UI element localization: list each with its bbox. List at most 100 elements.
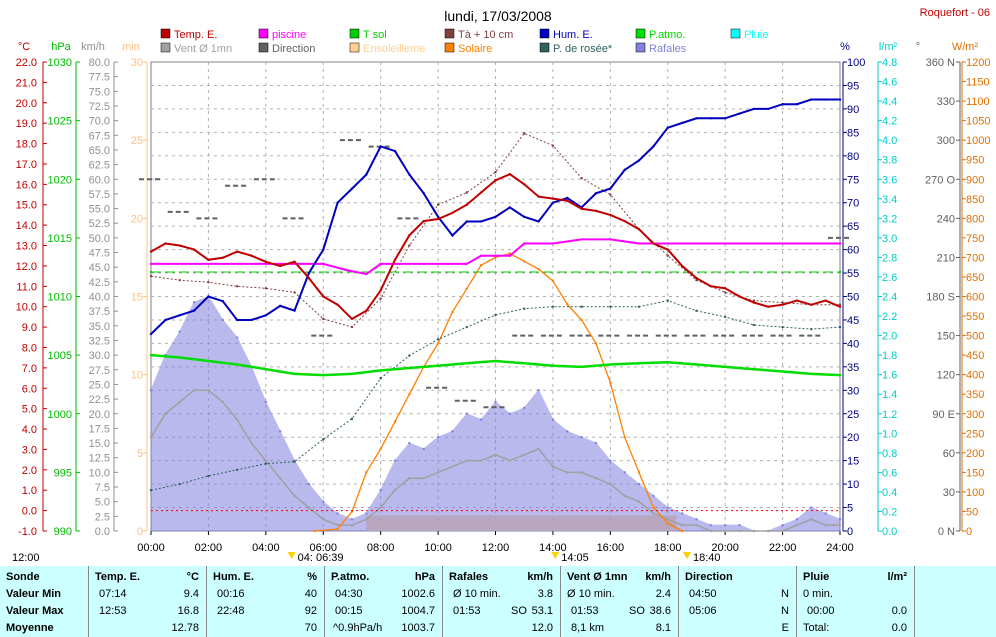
rafales-point [537, 389, 540, 392]
rafales-point [235, 336, 239, 339]
deg-axis-label: 180 S [926, 292, 955, 304]
piscine-point [149, 262, 153, 266]
kmh-axis-label: 32.5 [89, 335, 110, 347]
pct-axis-label: 85 [847, 127, 859, 139]
raf-max-time: 01:53 [453, 605, 481, 617]
temp-point [508, 172, 512, 176]
solaire-point [451, 310, 454, 314]
dir-min-value: N [781, 588, 789, 600]
kmh-axis-label: 20.0 [89, 409, 110, 421]
rafales-point [278, 430, 282, 433]
x-tick-label: 04:00 [252, 542, 280, 554]
lm2-axis-label: 3.2 [882, 213, 897, 225]
deg-axis-label: 360 N [926, 57, 955, 69]
rafales-point [422, 447, 425, 451]
hum-point [551, 201, 555, 204]
rosee-point [695, 309, 698, 312]
hpa-axis-label: 1030 [48, 57, 72, 69]
sun-marker-label: 04: 06:39 [298, 552, 344, 564]
ta10-point [781, 301, 784, 304]
temp-max-value: 16.8 [177, 605, 199, 617]
hpa-axis-label: 1010 [48, 292, 72, 304]
hum-point [422, 192, 425, 195]
lm2-axis-label: 2.6 [882, 272, 897, 284]
lm2-axis-label: 4.2 [882, 116, 897, 128]
piscine-point [365, 272, 368, 276]
vent-point [637, 500, 641, 503]
pluie-duration: 0 min. [803, 588, 833, 600]
hum-point [293, 309, 296, 312]
solaire-point [666, 521, 669, 525]
sun-marker-label: 18:40 [693, 552, 721, 564]
vent-point [695, 523, 698, 527]
vent-min-value: 2.4 [655, 588, 671, 600]
temp-point [623, 219, 626, 223]
kmh-axis-label: 17.5 [89, 423, 110, 435]
vent-point [680, 523, 684, 527]
vent-point [465, 459, 468, 462]
hdr-vent: Vent Ø 1mn [567, 571, 628, 583]
sun-marker-label: 14:05 [561, 552, 589, 564]
kmh-axis-label: 42.5 [89, 277, 110, 289]
temp-point [551, 197, 555, 200]
station-name: Roquefort - 06 [920, 7, 990, 19]
temp-point [436, 217, 440, 221]
temp-point [680, 264, 684, 268]
legend-label: Solaire [458, 43, 492, 55]
pct-axis-label: 30 [847, 385, 859, 397]
temp-point [781, 303, 784, 306]
wm2-axis-label: 800 [966, 213, 984, 225]
pct-axis-label: 25 [847, 409, 859, 421]
lm2-axis-label: 4.6 [882, 77, 897, 89]
vent-point [537, 447, 540, 451]
pct-axis-label: 75 [847, 174, 859, 186]
ta10-point [666, 254, 669, 257]
rafales-point [451, 430, 454, 433]
temp-point [336, 303, 339, 306]
legend-label: Temp. E. [174, 29, 217, 41]
ta10-point [695, 278, 698, 282]
pct-axis-label: 60 [847, 245, 859, 257]
pct-axis-label: 10 [847, 479, 859, 491]
rafales-point [408, 441, 411, 445]
col-patm: P.atmo. hPa 04:30 1002.6 00:15 1004.7 ^0… [324, 566, 443, 637]
solaire-point [408, 393, 411, 396]
hum-point [680, 121, 684, 125]
temp-point [422, 219, 425, 223]
temp-axis-unit: °C [18, 41, 30, 53]
patm-min-time: 04:30 [335, 588, 363, 600]
patm-point [379, 369, 382, 372]
lm2-axis-label: 1.2 [882, 409, 897, 421]
legend-swatch [444, 28, 455, 39]
patm-point [264, 367, 268, 371]
temp-axis-label: 14.0 [16, 220, 37, 232]
kmh-axis-unit: km/h [81, 41, 105, 53]
temp-axis-label: 13.0 [16, 241, 37, 253]
hum-point [192, 309, 196, 312]
solaire-point [680, 529, 684, 533]
kmh-axis-label: 50.0 [89, 233, 110, 245]
vent-max-value: 38.6 [649, 605, 671, 617]
rafales-point [709, 523, 713, 527]
vent-point [709, 529, 713, 533]
hum-point [350, 187, 354, 190]
x-tick-label: 22:00 [769, 542, 797, 554]
hdr-temp: Temp. E. [95, 571, 141, 583]
temp-point [537, 195, 540, 198]
hum-point [164, 318, 167, 322]
solaire-point [365, 471, 368, 474]
x-tick-label: 14:00 [539, 542, 567, 554]
temp-point [293, 260, 296, 264]
patm-point [609, 363, 612, 366]
ta10-point [436, 203, 440, 206]
solaire-point [393, 420, 397, 423]
rafales-point [178, 330, 181, 333]
temp-point [566, 199, 569, 202]
kmh-axis-label: 57.5 [89, 189, 110, 201]
legend-swatch [444, 42, 455, 53]
legend-label: Hum. E. [553, 29, 593, 41]
temp-point [594, 209, 598, 213]
wm2-axis-label: 450 [966, 350, 984, 362]
legend-swatch [258, 42, 269, 53]
piscine-point [479, 254, 483, 257]
